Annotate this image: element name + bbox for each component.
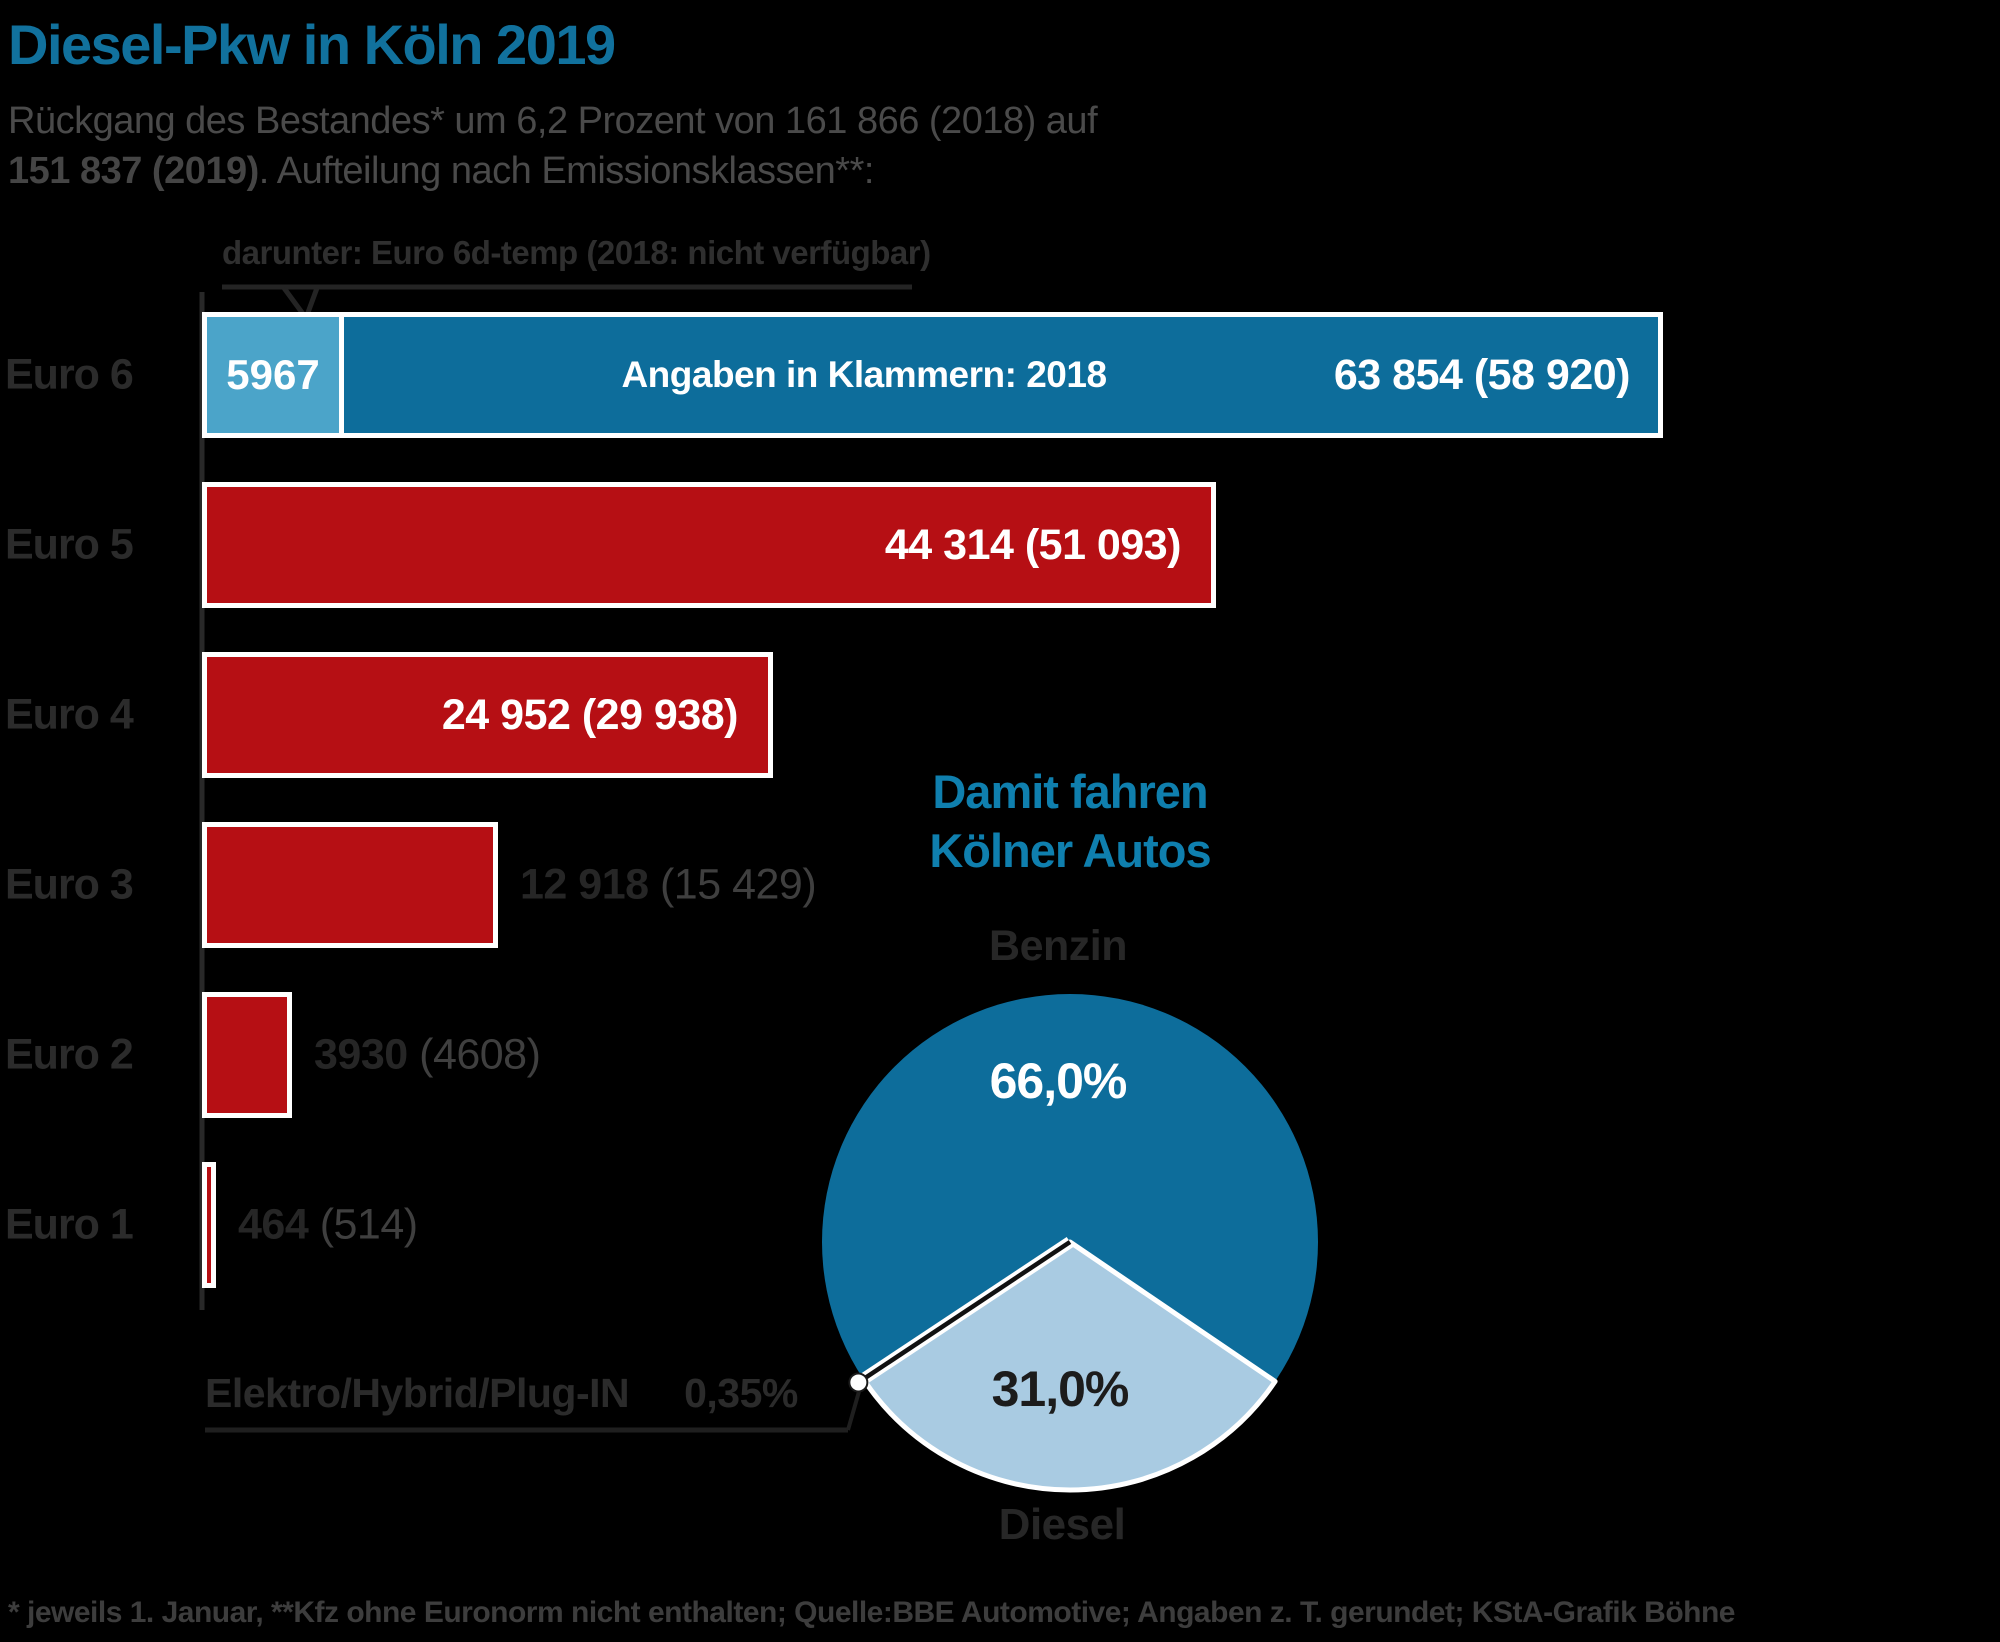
- bar-category-label: Euro 3: [5, 860, 134, 909]
- bar-category-label: Euro 1: [5, 1200, 134, 1249]
- euro6d-temp-annotation: darunter: Euro 6d-temp (2018: nicht verf…: [222, 234, 931, 271]
- bar-value-label: 44 314 (51 093): [884, 520, 1182, 569]
- pie-label-benzin: Benzin: [989, 922, 1127, 970]
- page-title: Diesel-Pkw in Köln 2019: [8, 13, 616, 76]
- pie-value-benzin: 66,0%: [989, 1053, 1128, 1109]
- bar-value-label: 3930 (4608): [314, 1030, 541, 1079]
- bar-euro-5: 44 314 (51 093): [202, 482, 1216, 608]
- bar-euro-1: [202, 1162, 216, 1288]
- subtitle-stock-2019: 151 837 (2019): [8, 150, 259, 192]
- bar-category-label: Euro 2: [5, 1030, 134, 1079]
- pie-value-diesel: 31,0%: [991, 1361, 1130, 1417]
- subtitle-line2-rest: . Aufteilung nach Emissionsklassen**:: [258, 150, 875, 192]
- bar-category-label: Euro 5: [5, 520, 134, 569]
- in-bar-note-2018: Angaben in Klammern: 2018: [621, 354, 1107, 395]
- source-footnote: * jeweils 1. Januar, **Kfz ohne Euronorm…: [8, 1596, 1735, 1629]
- bar-euro-4: 24 952 (29 938): [202, 652, 773, 778]
- subtitle: Rückgang des Bestandes* um 6,2 Prozent v…: [8, 96, 1098, 196]
- pie-title-line1: Damit fahren: [932, 765, 1208, 818]
- subtitle-line1: Rückgang des Bestandes* um 6,2 Prozent v…: [8, 100, 1098, 142]
- pie-title: Damit fahren Kölner Autos: [870, 762, 1270, 880]
- bar-category-label: Euro 4: [5, 690, 134, 739]
- bar-euro-2: [202, 992, 292, 1118]
- bar-value-label: 63 854 (58 920): [1333, 350, 1631, 399]
- bar-euro6-main-segment: Angaben in Klammern: 2018 63 854 (58 920): [344, 317, 1658, 433]
- bar-euro6-6dtemp-segment: 5967: [207, 317, 344, 433]
- bar-value-label: 24 952 (29 938): [441, 690, 739, 739]
- elektro-value-text: 0,35%: [684, 1370, 798, 1416]
- bar-euro-3: [202, 822, 498, 948]
- bar-euro-6: 5967 Angaben in Klammern: 2018 63 854 (58 …: [202, 312, 1663, 438]
- pie-title-line2: Kölner Autos: [929, 824, 1211, 877]
- pie-label-elektro: Elektro/Hybrid/Plug-IN 0,35%: [205, 1370, 865, 1417]
- bar-value-label: 464 (514): [238, 1200, 418, 1249]
- bar-value-label: 12 918 (15 429): [520, 860, 817, 909]
- bar-category-label: Euro 6: [5, 350, 134, 399]
- elektro-label-text: Elektro/Hybrid/Plug-IN: [205, 1370, 630, 1416]
- pie-label-diesel: Diesel: [998, 1500, 1126, 1549]
